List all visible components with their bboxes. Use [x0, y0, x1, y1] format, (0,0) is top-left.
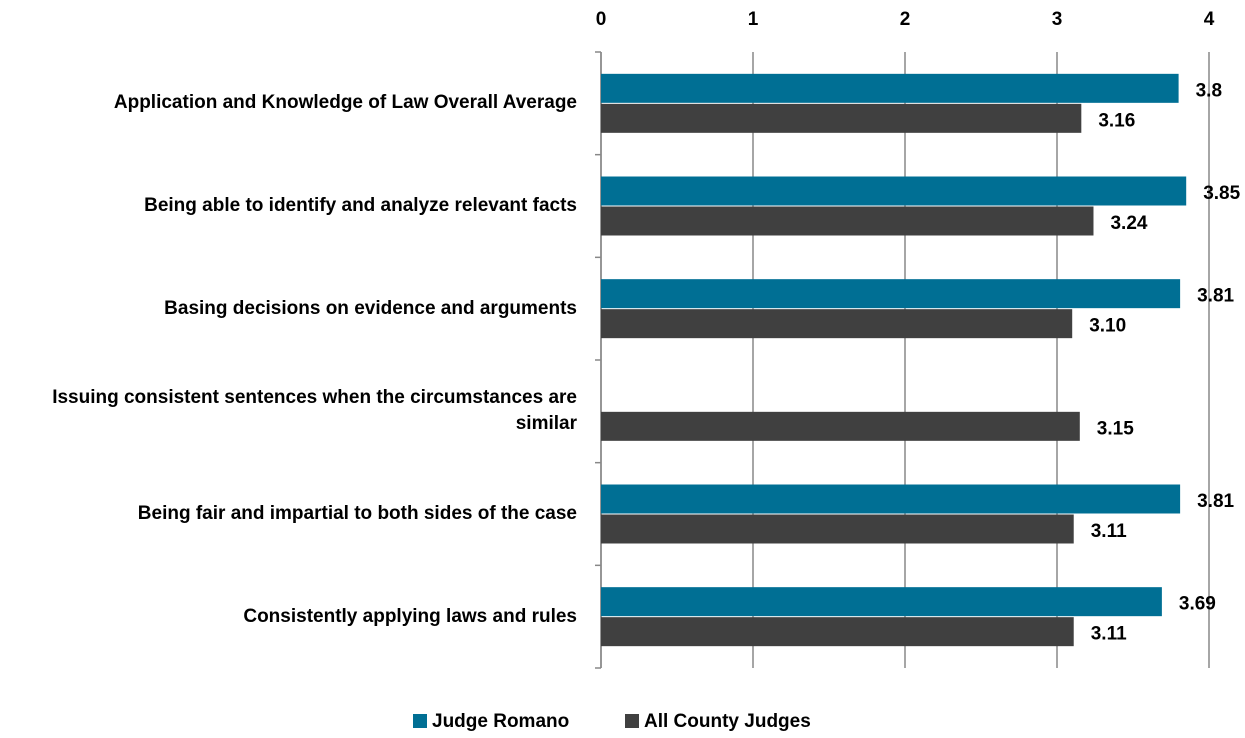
bar	[601, 206, 1094, 236]
x-tick-label: 3	[1052, 9, 1063, 30]
x-tick-label: 2	[900, 9, 911, 30]
category-label: Being able to identify and analyze relev…	[144, 195, 577, 216]
value-label: 3.24	[1110, 213, 1147, 234]
value-label: 3.69	[1179, 594, 1216, 615]
value-label: 3.81	[1197, 286, 1234, 307]
x-tick-label: 4	[1204, 9, 1215, 30]
value-label: 3.85	[1203, 183, 1240, 204]
bar	[601, 587, 1162, 617]
value-label: 3.81	[1197, 491, 1234, 512]
value-label: 3.8	[1196, 80, 1222, 101]
category-label: Application and Knowledge of Law Overall…	[113, 92, 577, 114]
bar	[601, 73, 1179, 103]
bar	[601, 617, 1074, 647]
legend-label: All County Judges	[644, 711, 811, 732]
category-label: Consistently applying laws and rules	[243, 605, 577, 627]
legend-label: Judge Romano	[432, 711, 569, 732]
x-tick-label: 0	[596, 9, 607, 30]
bar	[601, 309, 1073, 339]
value-label: 3.11	[1091, 521, 1127, 542]
bar	[601, 514, 1074, 544]
bar	[601, 411, 1080, 441]
bar	[601, 484, 1181, 514]
legend-swatch	[625, 714, 639, 728]
category-label: Being fair and impartial to both sides o…	[137, 503, 577, 524]
category-label: Basing decisions on evidence and argumen…	[164, 297, 577, 319]
legend-swatch	[413, 714, 427, 728]
value-label: 3.10	[1089, 316, 1126, 337]
bar	[601, 103, 1082, 133]
value-label: 3.16	[1098, 110, 1135, 131]
x-tick-label: 1	[748, 9, 759, 30]
bar	[601, 176, 1187, 206]
bar	[601, 279, 1181, 309]
value-label: 3.11	[1091, 624, 1127, 645]
value-label: 3.15	[1097, 418, 1134, 439]
category-label: Issuing consistent sentences when the ci…	[52, 387, 577, 435]
